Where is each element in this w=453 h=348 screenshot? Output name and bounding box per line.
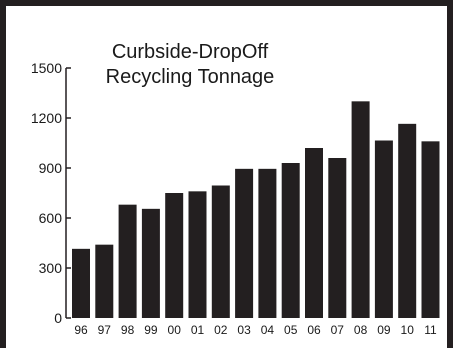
x-axis: 96 97 98 99 00 01 02 03 04 05 06 07 08 09 10 11 [74, 323, 437, 337]
y-tick-label: 1200 [31, 110, 62, 126]
y-tick-label: 0 [54, 310, 62, 326]
x-tick-label: 06 [307, 323, 321, 337]
bar-08 [351, 101, 370, 318]
x-tick-label: 00 [168, 323, 182, 337]
bar-98 [118, 204, 137, 318]
chart-title-line-2: Recycling Tonnage [106, 66, 275, 88]
y-axis: 0 300 600 900 1200 1500 [31, 60, 71, 326]
bar-04 [258, 168, 277, 318]
x-tick-label: 09 [377, 323, 391, 337]
bar-00 [165, 193, 184, 318]
x-tick-label: 11 [424, 323, 437, 337]
bar-06 [305, 148, 323, 318]
x-tick-label: 96 [74, 323, 88, 337]
x-tick-label: 99 [144, 323, 158, 337]
x-tick-label: 97 [98, 323, 112, 337]
bar-09 [374, 140, 393, 318]
x-tick-label: 02 [214, 323, 228, 337]
bar-01 [188, 191, 207, 318]
x-tick-label: 08 [354, 323, 368, 337]
bar-07 [328, 158, 347, 318]
y-tick-label: 900 [39, 160, 63, 176]
x-tick-label: 03 [237, 323, 251, 337]
y-tick-label: 600 [39, 210, 63, 226]
bar-96 [72, 248, 90, 318]
y-tick-label: 300 [39, 260, 63, 276]
x-tick-label: 07 [331, 323, 345, 337]
chart-title-line-1: Curbside-DropOff [112, 41, 269, 63]
bar-02 [211, 185, 230, 318]
x-tick-label: 98 [121, 323, 135, 337]
bar-05 [281, 163, 300, 318]
bar-11 [421, 141, 440, 318]
bar-03 [235, 168, 254, 318]
bars [72, 101, 440, 318]
bar-97 [95, 244, 114, 318]
y-tick-label: 1500 [31, 60, 62, 76]
x-tick-label: 04 [261, 323, 275, 337]
x-tick-label: 10 [401, 323, 415, 337]
x-tick-label: 05 [284, 323, 298, 337]
bar-99 [141, 208, 160, 318]
x-tick-label: 01 [191, 323, 205, 337]
bar-10 [398, 123, 417, 318]
